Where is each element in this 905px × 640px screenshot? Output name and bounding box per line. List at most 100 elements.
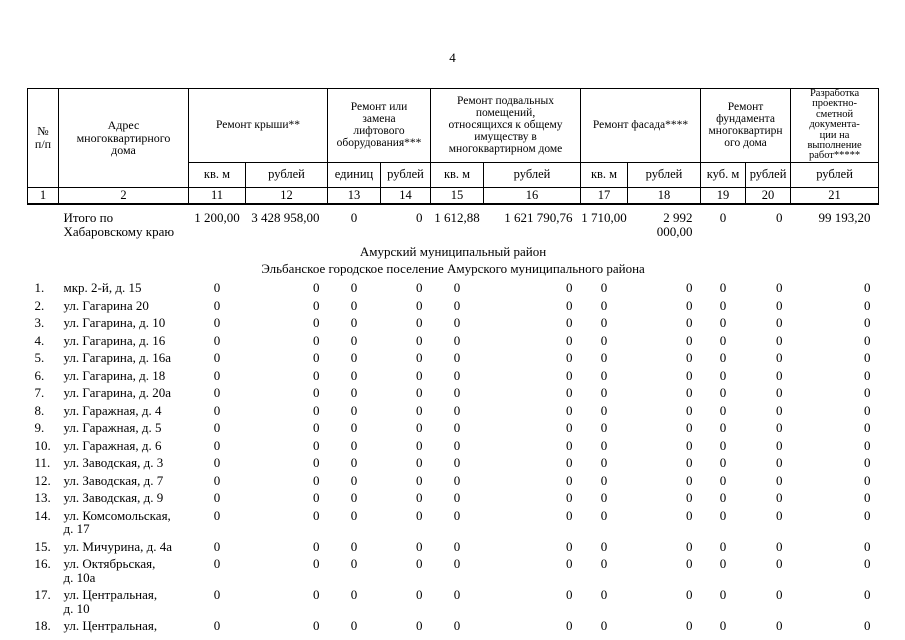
row-value: 0	[313, 367, 320, 383]
row-value: 0	[776, 472, 783, 488]
row-value: 0	[453, 538, 461, 554]
row-number: 10.	[34, 437, 51, 453]
row-value: 0	[350, 455, 358, 471]
row-value: 0	[776, 556, 783, 572]
row-value: 0	[453, 350, 461, 366]
table-row: 7. ул. Гагарина, д. 20а 0 0 0 0 0 0 0 0 0 0 0	[28, 384, 879, 402]
summary-value: 0	[776, 210, 783, 226]
row-value: 0	[213, 472, 221, 488]
row-value: 0	[313, 297, 320, 313]
row-value: 0	[600, 490, 608, 506]
row-value: 0	[776, 507, 783, 523]
row-value: 0	[566, 280, 573, 296]
row-address: ул. Гагарина, д. 20а	[63, 385, 172, 401]
row-value: 0	[600, 556, 608, 572]
row-value: 0	[313, 332, 320, 348]
row-value: 0	[350, 350, 358, 366]
summary-value: 0	[719, 210, 727, 226]
row-value: 0	[719, 538, 727, 554]
row-value: 0	[213, 618, 221, 634]
row-value: 0	[864, 618, 871, 634]
row-value: 0	[864, 315, 871, 331]
row-value: 0	[566, 402, 573, 418]
row-value: 0	[566, 618, 573, 634]
row-value: 0	[566, 538, 573, 554]
row-value: 0	[213, 538, 221, 554]
col-header-number: 17	[580, 186, 629, 206]
row-value: 0	[416, 420, 423, 436]
col-group-header: Ремонт фасада****	[580, 88, 702, 163]
summary-value: 1 200,00	[194, 210, 240, 226]
table-body: Итого по Хабаровскому краю 1 200,00 3 428 …	[28, 204, 879, 635]
row-value: 0	[416, 437, 423, 453]
row-value: 0	[566, 367, 573, 383]
row-value: 0	[600, 297, 608, 313]
row-value: 0	[686, 385, 693, 401]
row-value: 0	[686, 350, 693, 366]
row-value: 0	[453, 587, 461, 603]
col-group-header: Ремонт подвальных помещений, относящихся…	[430, 88, 582, 163]
row-value: 0	[719, 472, 727, 488]
row-value: 0	[213, 420, 221, 436]
row-value: 0	[416, 385, 423, 401]
row-value: 0	[566, 587, 573, 603]
row-value: 0	[776, 420, 783, 436]
row-value: 0	[350, 587, 358, 603]
row-value: 0	[686, 297, 693, 313]
row-value: 0	[313, 437, 320, 453]
row-value: 0	[600, 472, 608, 488]
row-value: 0	[719, 350, 727, 366]
row-value: 0	[453, 490, 461, 506]
row-value: 0	[566, 385, 573, 401]
row-number: 3.	[34, 315, 45, 331]
row-value: 0	[416, 455, 423, 471]
row-value: 0	[719, 420, 727, 436]
row-value: 0	[719, 280, 727, 296]
col-header-number: 20	[745, 186, 792, 206]
row-value: 0	[864, 472, 871, 488]
section-heading: Амурский муниципальный район	[359, 244, 547, 260]
row-value: 0	[416, 490, 423, 506]
row-address: ул. Комсомольская, д. 17	[63, 507, 171, 537]
row-number: 12.	[34, 472, 51, 488]
col-header-unit: кв. м	[430, 161, 485, 188]
row-value: 0	[719, 367, 727, 383]
col-header-num: № п/п	[27, 88, 59, 188]
row-value: 0	[453, 556, 461, 572]
row-value: 0	[864, 455, 871, 471]
row-value: 0	[719, 437, 727, 453]
row-number: 13.	[34, 490, 51, 506]
row-value: 0	[416, 507, 423, 523]
row-address: ул. Мичурина, д. 4а	[63, 538, 173, 554]
row-value: 0	[776, 402, 783, 418]
row-address: ул. Гагарина, д. 10	[63, 315, 166, 331]
row-address: ул. Гагарина, д. 16а	[63, 350, 172, 366]
row-value: 0	[566, 455, 573, 471]
row-value: 0	[453, 385, 461, 401]
row-value: 0	[313, 455, 320, 471]
col-header-unit: рублей	[483, 161, 582, 188]
row-value: 0	[864, 538, 871, 554]
row-value: 0	[313, 618, 320, 634]
row-value: 0	[864, 556, 871, 572]
row-value: 0	[350, 332, 358, 348]
row-address: мкр. 2-й, д. 15	[63, 280, 142, 296]
col-header-number: 14	[380, 186, 432, 206]
row-value: 0	[453, 437, 461, 453]
row-value: 0	[776, 367, 783, 383]
row-value: 0	[416, 280, 423, 296]
repair-table: № п/п Адрес многоквартирного дома Ремонт к…	[27, 88, 880, 635]
row-value: 0	[719, 455, 727, 471]
row-value: 0	[213, 367, 221, 383]
row-value: 0	[566, 420, 573, 436]
col-header-number: 16	[483, 186, 582, 206]
row-value: 0	[313, 490, 320, 506]
table-row: 18. ул. Центральная, 0 0 0 0 0 0 0 0 0 0 0	[28, 617, 879, 635]
col-header-number: 12	[244, 186, 329, 206]
row-value: 0	[864, 420, 871, 436]
row-value: 0	[864, 332, 871, 348]
row-value: 0	[213, 437, 221, 453]
table-row: 14. ул. Комсомольская, д. 17 0 0 0 0 0 0 0 0 0 0 0	[28, 507, 879, 538]
row-value: 0	[686, 332, 693, 348]
